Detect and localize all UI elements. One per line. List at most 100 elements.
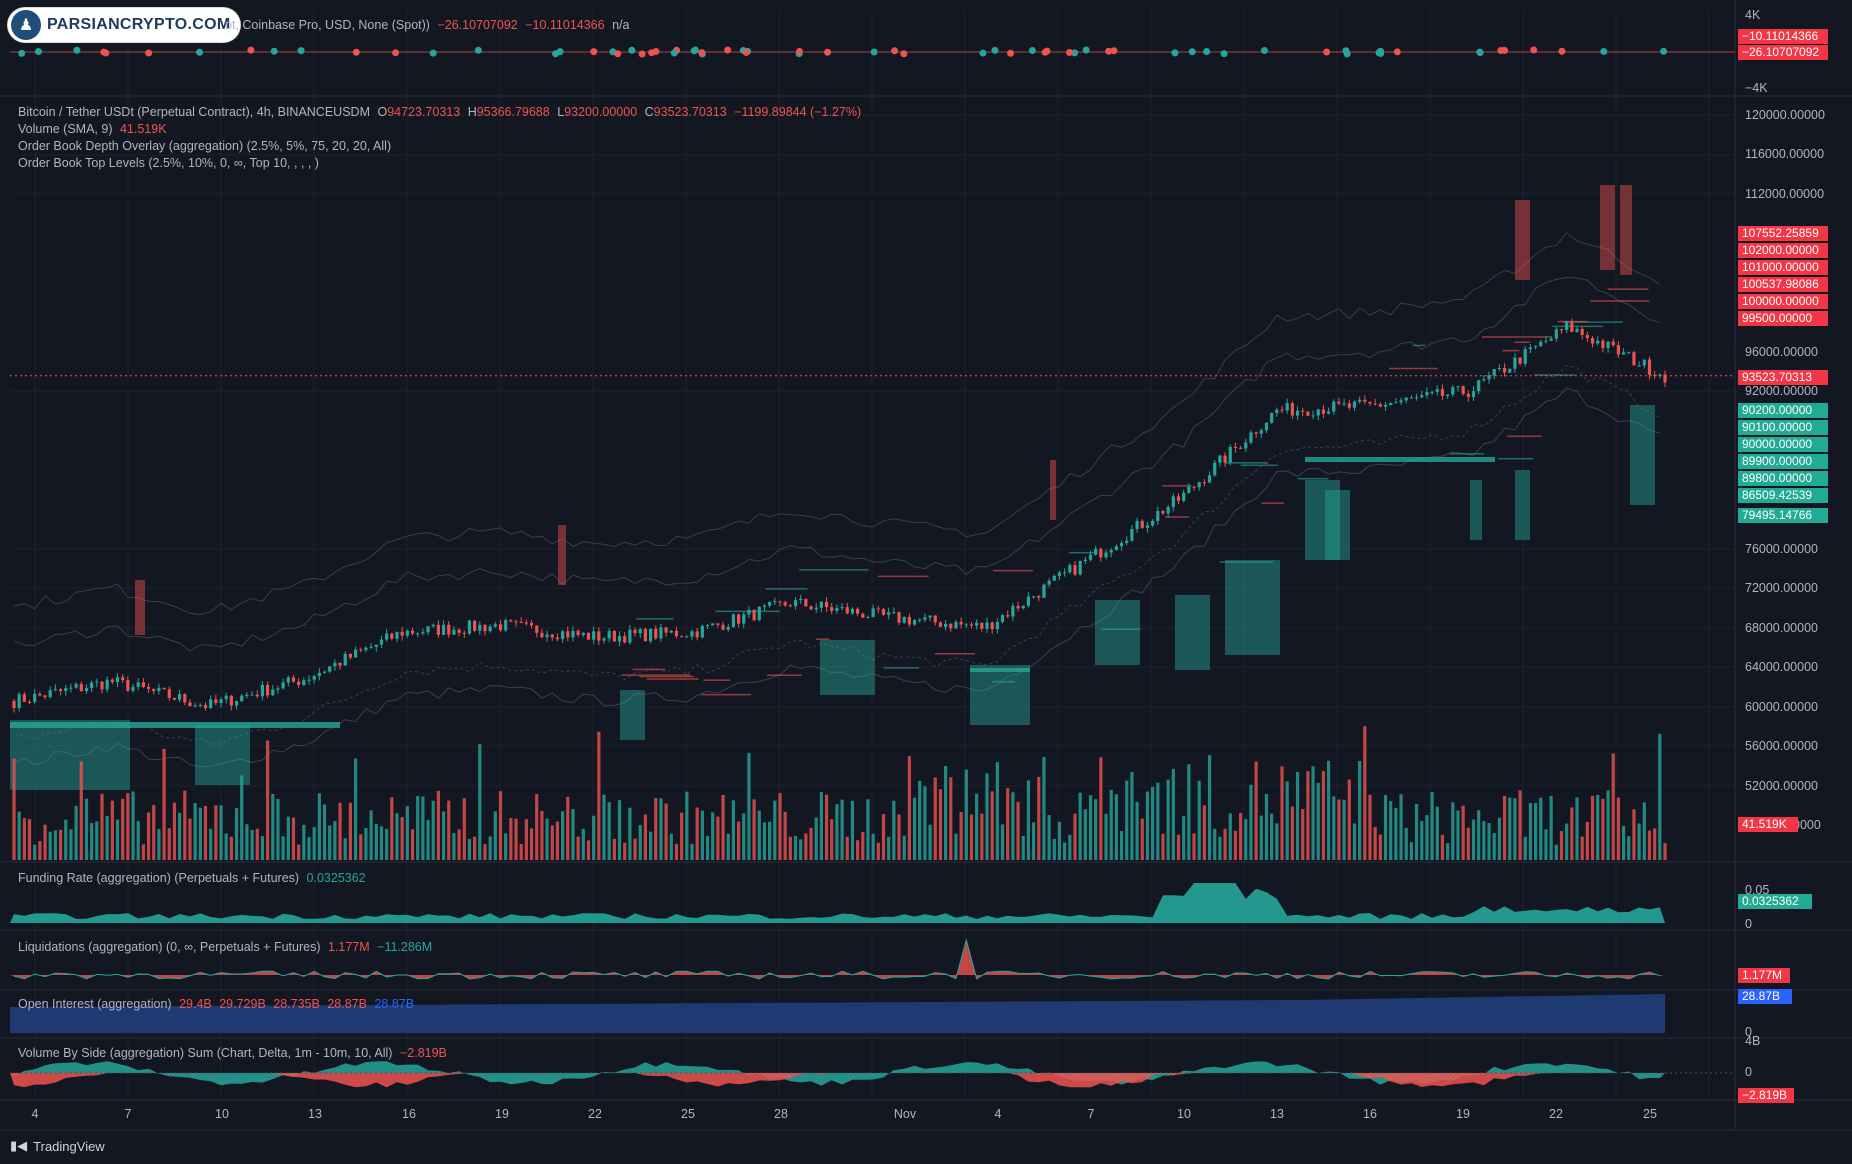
candle-body [483, 624, 487, 632]
candle-body [612, 630, 616, 642]
liquidations-line [13, 938, 1660, 980]
volume-bar [1280, 766, 1284, 860]
candle-body [892, 612, 896, 614]
volume-bar [509, 817, 513, 860]
volume-bar [1559, 831, 1564, 860]
candle-body [467, 620, 472, 634]
price-axis-52000: 52000.00000 [1745, 779, 1818, 793]
volume-bar [1073, 813, 1077, 860]
watermark-logo: ♟ PARSIANCRYPTO.COM [8, 8, 241, 42]
order-level-line [1297, 477, 1329, 480]
volume-bar [1109, 789, 1113, 860]
volume-bar [902, 835, 906, 860]
volume-bar [1430, 792, 1434, 860]
funding-legend[interactable]: Funding Rate (aggregation) (Perpetuals +… [18, 871, 370, 886]
volume-bar [933, 777, 937, 860]
volume-side-legend[interactable]: Volume By Side (aggregation) Sum (Chart,… [18, 1046, 451, 1061]
volume-bar [1414, 803, 1419, 860]
candle-body [1104, 552, 1108, 558]
candle-body [1275, 409, 1279, 413]
volume-bar [478, 744, 482, 860]
candle-body [824, 601, 829, 608]
volume-legend[interactable]: Volume (SMA, 9) 41.519K [18, 122, 171, 137]
volume-bar [416, 796, 420, 860]
top-pane-dot [352, 48, 360, 56]
candle-body [436, 624, 440, 635]
candle-body [1254, 432, 1258, 434]
top-pane-dot [552, 50, 560, 58]
candle-body [1435, 389, 1439, 392]
close-label: C [644, 105, 654, 119]
volume-bar [146, 812, 151, 860]
x-tick: 13 [1270, 1107, 1284, 1121]
candle-body [654, 628, 658, 639]
volume-bar [136, 821, 140, 860]
main-symbol-legend[interactable]: Bitcoin / Tether USDt (Perpetual Contrac… [18, 105, 865, 120]
candle-body [22, 694, 26, 702]
candle-body [364, 647, 368, 651]
volume-bar [1363, 726, 1367, 860]
volume-bar [1321, 771, 1326, 860]
volume-bar [1554, 844, 1558, 860]
top-pane-dot [652, 47, 660, 55]
candle-body [866, 616, 870, 618]
volume-bar [359, 834, 363, 860]
volume-bar [1373, 826, 1377, 860]
volume-bar [938, 789, 943, 860]
candle-body [136, 682, 140, 687]
candle-body [48, 690, 52, 698]
depth-overlay-legend[interactable]: Order Book Depth Overlay (aggregation) (… [18, 139, 392, 153]
liquidations-value-2: −11.286M [377, 940, 433, 954]
candle-body [597, 631, 601, 641]
volume-bar [374, 823, 378, 860]
candle-body [498, 624, 503, 631]
volume-bar [1513, 798, 1517, 860]
volume-bar [38, 841, 42, 860]
liquidations-legend[interactable]: Liquidations (aggregation) (0, ∞, Perpet… [18, 940, 436, 955]
volume-bar [48, 831, 52, 860]
volume-bar [540, 810, 544, 860]
volume-bar [607, 802, 611, 860]
candle-body [493, 624, 497, 627]
candle-body [1554, 329, 1558, 339]
top-pane-legend: ot, Coinbase Pro, USD, None (Spot)) −26.… [225, 18, 633, 33]
volume-bar [250, 830, 254, 860]
volume-bar [959, 811, 963, 860]
funding-tag: 0.0325362 [1738, 894, 1812, 909]
volume-bar [954, 833, 958, 860]
volume-bar [1140, 818, 1144, 860]
tradingview-brand[interactable]: ▮◀ TradingView [10, 1138, 105, 1154]
candle-body [369, 646, 373, 648]
volume-bar [643, 814, 648, 860]
x-tick: 16 [402, 1107, 416, 1121]
volume-side-positive [10, 1061, 1665, 1086]
top-pane-dot [991, 46, 999, 54]
volume-bar [260, 836, 265, 860]
volume-bar [441, 811, 446, 860]
volume-bar [1456, 810, 1460, 860]
volume-bar [400, 817, 404, 860]
candle-body [1130, 529, 1134, 541]
volume-bar [312, 827, 316, 860]
candle-body [1513, 357, 1517, 369]
volume-bar [483, 844, 487, 860]
candle-body [1192, 486, 1196, 488]
candle-body [1068, 565, 1072, 573]
order-book-block [1470, 480, 1482, 540]
open-interest-legend[interactable]: Open Interest (aggregation) 29.4B 29.729… [18, 997, 418, 1012]
volume-bar [856, 840, 860, 860]
volume-bar [379, 826, 384, 860]
price-axis-48000: 0000 [1793, 818, 1821, 832]
candle-body [1440, 389, 1445, 396]
candle-body [1249, 432, 1253, 443]
top-levels-legend[interactable]: Order Book Top Levels (2.5%, 10%, 0, ∞, … [18, 156, 319, 170]
candle-body [1057, 572, 1062, 576]
volume-bar [514, 818, 518, 860]
candle-body [1523, 349, 1527, 364]
volume-bar [1171, 768, 1175, 860]
volume-bar [912, 797, 917, 860]
volume-bar [1316, 782, 1320, 860]
price-axis-64000: 64000.00000 [1745, 660, 1818, 674]
candle-body [343, 653, 347, 666]
